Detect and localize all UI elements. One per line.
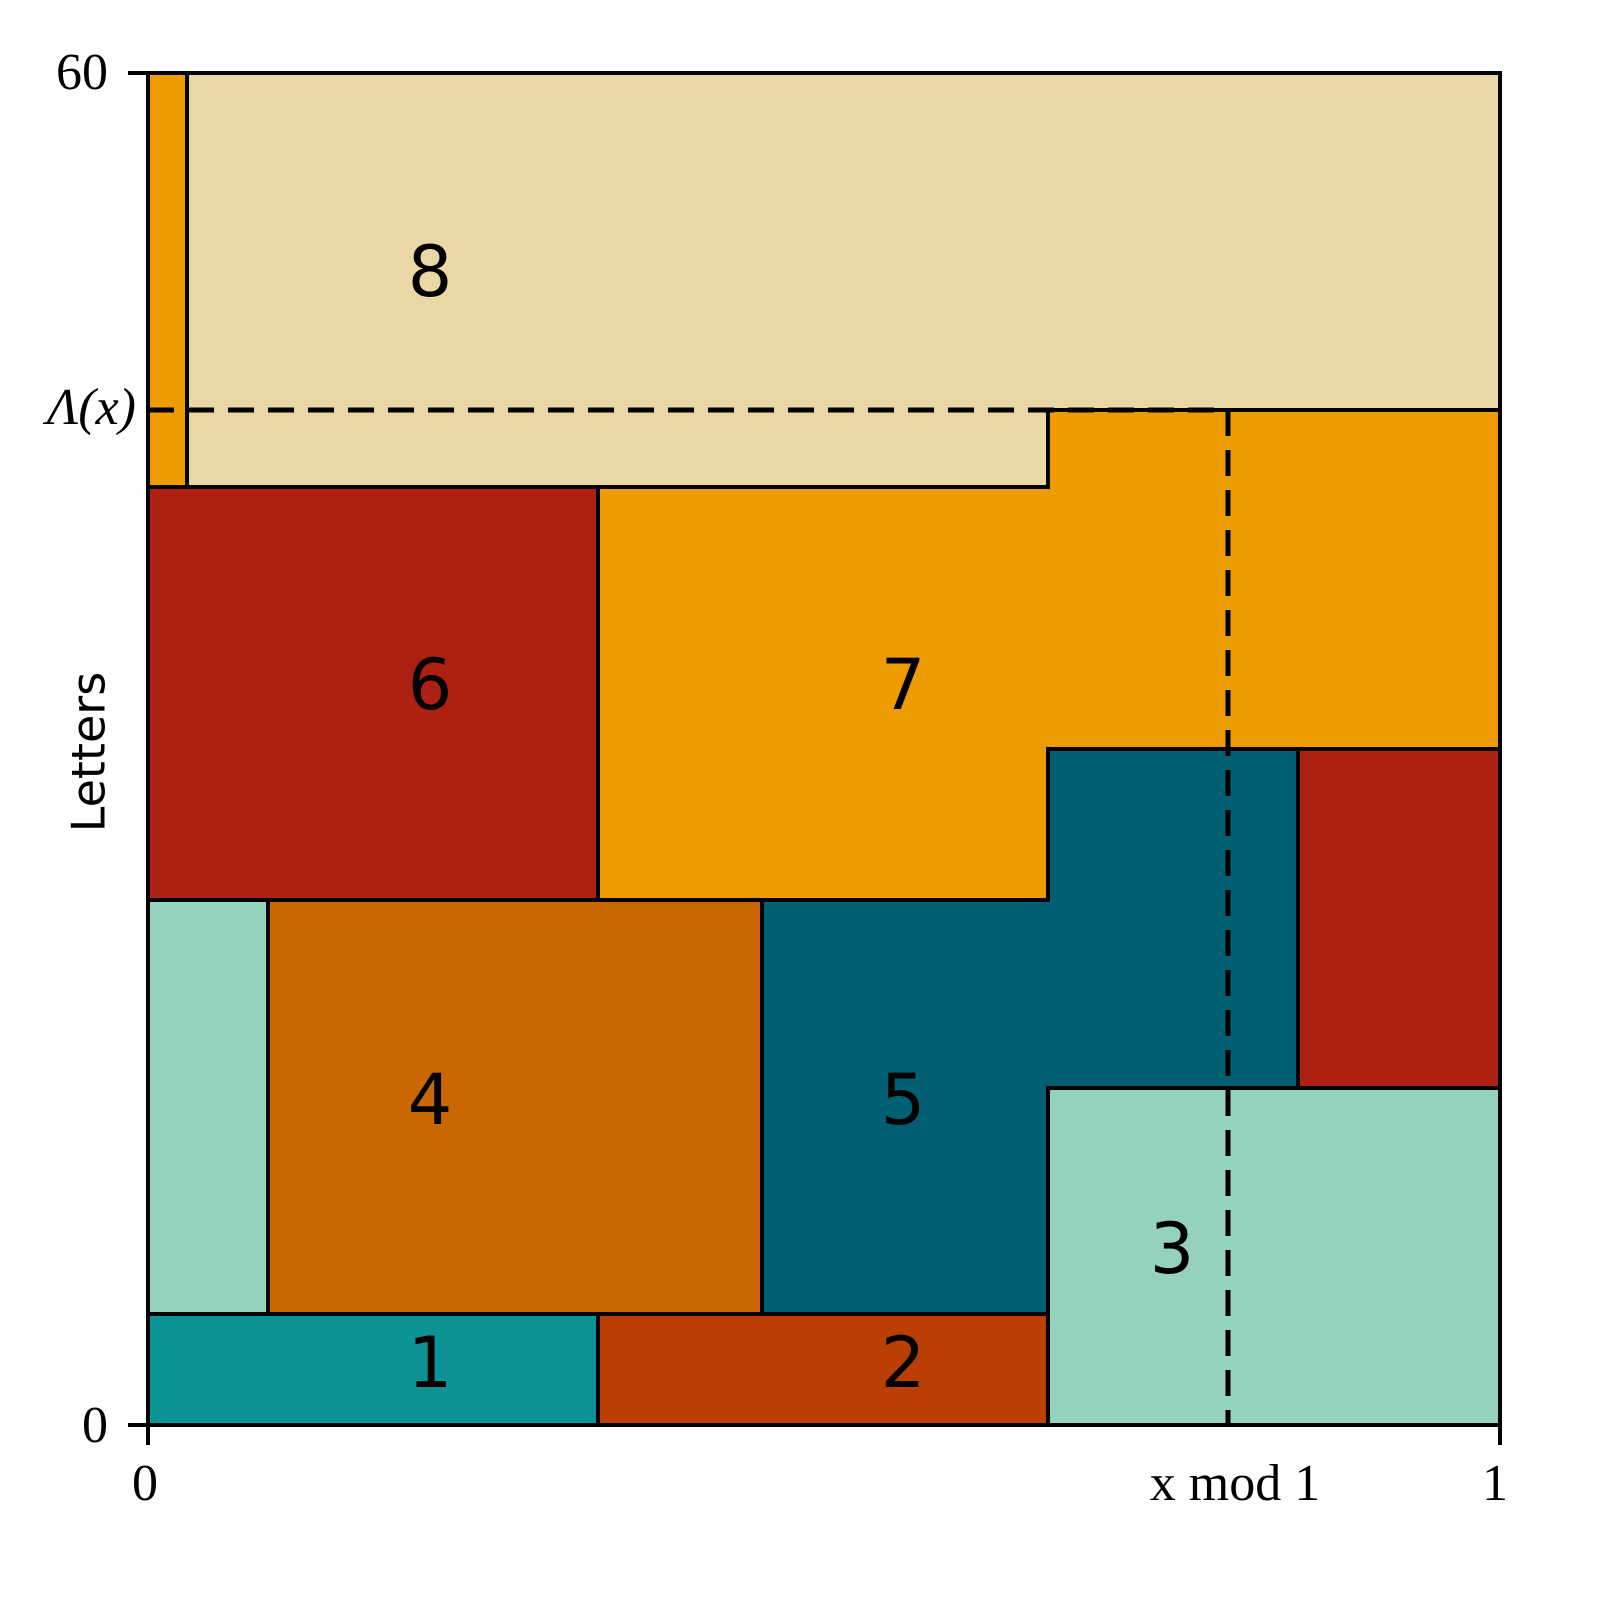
region-3-wrap [146, 898, 270, 1316]
x-tick-label: 0 [132, 1455, 158, 1512]
region-label: 5 [881, 1059, 926, 1141]
region-2 [596, 1312, 1050, 1427]
frame [146, 71, 1502, 1427]
lambda-guide [148, 407, 1231, 1425]
region-6-wrap [1296, 747, 1502, 1090]
y-tick-label: 0 [82, 1397, 108, 1454]
region-label: 8 [408, 231, 453, 313]
region-label: 7 [881, 644, 926, 726]
region-label: 2 [881, 1322, 926, 1404]
x-tick-label: 1 [1482, 1455, 1508, 1512]
region-label: 4 [408, 1059, 453, 1141]
y-tick-label: 60 [56, 44, 108, 101]
region-7-wrap [146, 71, 189, 489]
region-4 [266, 898, 764, 1316]
region-label: 3 [1150, 1208, 1195, 1290]
x-marker: x mod 1 [1150, 1455, 1320, 1512]
regions [146, 71, 1502, 1427]
region-1 [146, 1312, 600, 1427]
y-axis-label: Letters [62, 672, 116, 832]
y-marker: Λ(x) [42, 379, 136, 436]
region-6 [146, 485, 600, 902]
region-3 [1046, 1086, 1502, 1427]
region-label: 6 [408, 644, 453, 726]
region-label: 1 [408, 1322, 453, 1404]
